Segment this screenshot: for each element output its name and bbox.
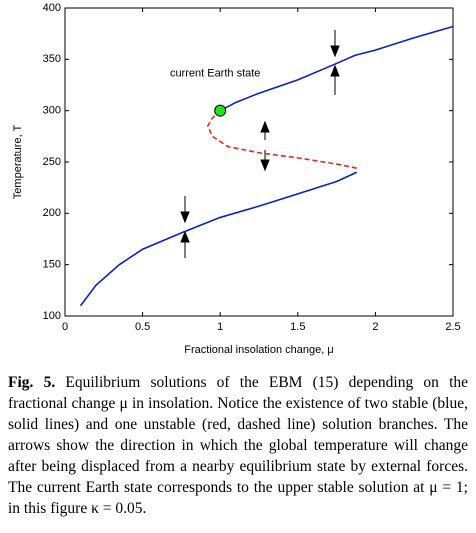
- y-tick-label: 100: [43, 310, 61, 322]
- series-line: [206, 110, 357, 169]
- state-marker: [214, 104, 227, 117]
- x-tick-label: 1.5: [290, 321, 305, 333]
- plot-frame: [64, 7, 454, 317]
- x-axis-title: Fractional insolation change, μ: [184, 344, 333, 356]
- x-tick-label: 2: [372, 321, 378, 333]
- x-tick-label: 1: [217, 321, 223, 333]
- y-tick-label: 400: [43, 2, 61, 14]
- series-line: [219, 25, 454, 112]
- x-tick-label: 0: [62, 321, 68, 333]
- y-tick-label: 300: [43, 105, 61, 117]
- y-tick-label: 350: [43, 53, 61, 65]
- y-tick-label: 150: [43, 259, 61, 271]
- x-tick-label: 0.5: [135, 321, 150, 333]
- caption-text: Equilibrium solutions of the EBM (15) de…: [8, 374, 469, 517]
- y-axis-title: Temperature, T: [12, 125, 24, 200]
- point-label: current Earth state: [170, 68, 261, 80]
- y-tick-label: 250: [43, 156, 61, 168]
- caption-label: Fig. 5.: [8, 374, 56, 391]
- arrows: [180, 30, 340, 258]
- caption: Fig. 5. Equilibrium solutions of the EBM…: [8, 372, 468, 519]
- y-tick-label: 200: [43, 207, 61, 219]
- series-line: [79, 171, 358, 307]
- x-tick-label: 2.5: [445, 321, 460, 333]
- chart: Fractional insolation change, μ Temperat…: [12, 2, 461, 356]
